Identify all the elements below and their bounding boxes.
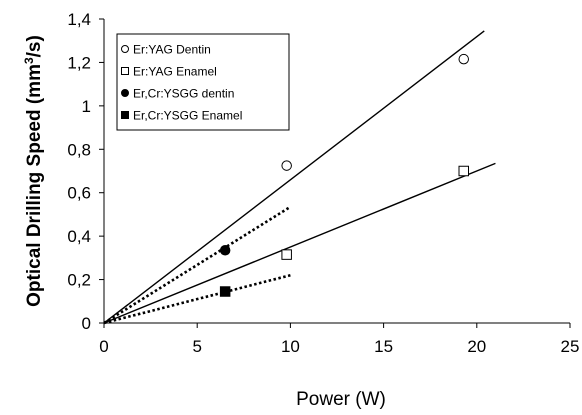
legend-label: Er,Cr:YSGG Enamel xyxy=(133,109,242,123)
legend-marker xyxy=(121,67,129,75)
y-tick-label: 0,4 xyxy=(67,227,91,246)
data-point xyxy=(281,160,292,171)
legend-label: Er:YAG Dentin xyxy=(133,43,211,57)
legend-box xyxy=(116,33,290,131)
legend-marker xyxy=(121,45,129,53)
data-point xyxy=(219,245,231,256)
legend-marker xyxy=(121,89,129,97)
trend-line xyxy=(103,30,485,324)
y-tick-label: 1,4 xyxy=(67,10,91,29)
trend-line xyxy=(103,273,291,325)
y-tick-label: 0,6 xyxy=(67,184,91,203)
legend-marker xyxy=(121,111,129,119)
trend-line xyxy=(103,205,292,325)
y-tick-label: 0,2 xyxy=(67,271,91,290)
x-tick-label: 5 xyxy=(192,337,201,356)
y-tick-label: 1 xyxy=(82,97,91,116)
trend-line xyxy=(103,162,496,324)
x-axis-title: Power (W) xyxy=(296,389,386,410)
y-tick-label: 1,2 xyxy=(67,53,91,72)
data-point xyxy=(219,286,231,297)
trend-lines xyxy=(103,30,496,325)
legend-label: Er,Cr:YSGG dentin xyxy=(133,87,234,101)
x-ticks: 0 5 10 15 20 25 xyxy=(99,323,579,356)
y-axis-title: Optical Drilling Speed (mm3/s) xyxy=(22,35,45,307)
x-tick-label: 0 xyxy=(99,337,108,356)
data-point xyxy=(458,53,470,65)
y-tick-label: 0,8 xyxy=(67,140,91,159)
data-point xyxy=(458,165,470,177)
data-points xyxy=(219,53,470,297)
x-tick-label: 25 xyxy=(561,337,580,356)
y-tick-label: 0 xyxy=(82,314,91,333)
x-tick-label: 10 xyxy=(281,337,300,356)
y-ticks: 0 0,2 0,4 0,6 0,8 1 1,2 1,4 xyxy=(67,10,104,333)
x-tick-label: 15 xyxy=(374,337,393,356)
data-point xyxy=(281,249,292,260)
legend-label: Er:YAG Enamel xyxy=(133,65,217,79)
plot-area: 0 5 10 15 20 25 0 0,2 0,4 0,6 0,8 1 1,2 1,4 xyxy=(67,10,579,356)
legend: Er:YAG Dentin Er:YAG Enamel Er,Cr:YSGG den… xyxy=(116,33,290,131)
x-tick-label: 20 xyxy=(467,337,486,356)
